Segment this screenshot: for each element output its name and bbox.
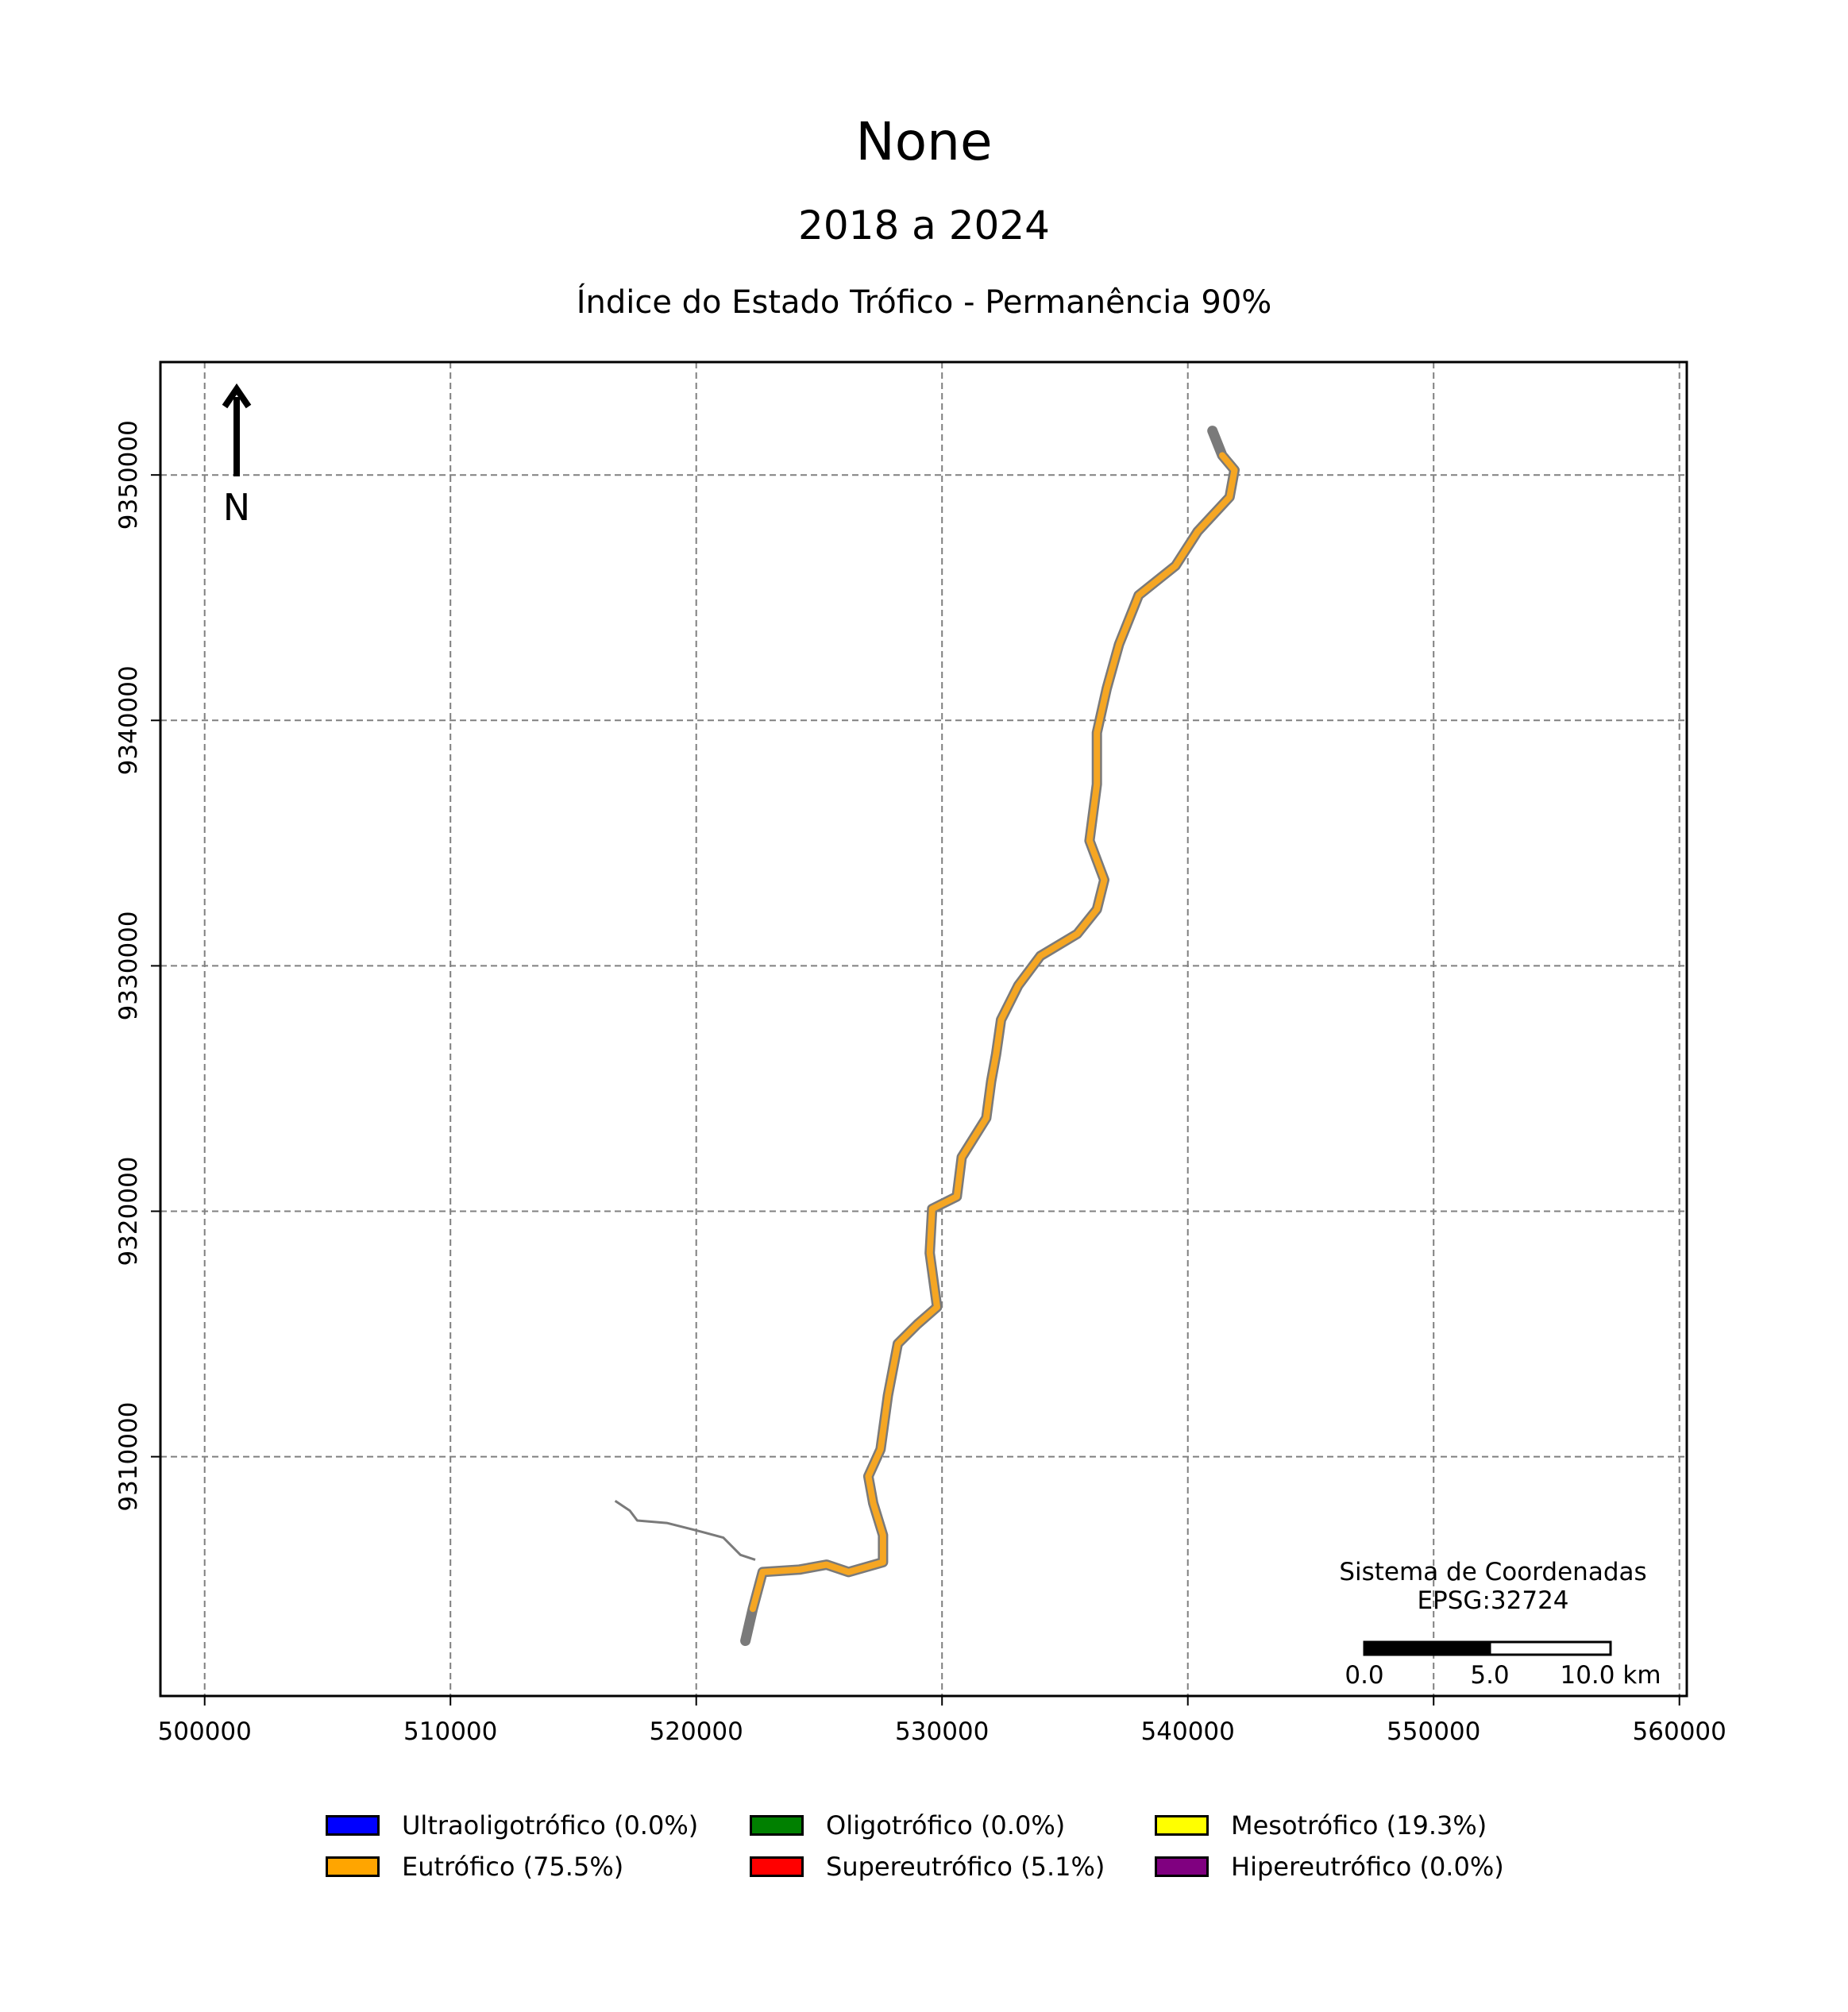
legend-label: Oligotrófico (0.0%) xyxy=(826,1810,1066,1840)
axis-ticks: 500000 510000 520000 530000 540000 550000 5600… xyxy=(114,420,1726,1746)
legend-swatch xyxy=(750,1856,804,1877)
legend-item-eutrofico: Eutrófico (75.5%) xyxy=(326,1852,623,1882)
x-tick-label: 530000 xyxy=(895,1717,989,1746)
legend-swatch xyxy=(1155,1815,1209,1836)
map-frame xyxy=(159,360,1688,1698)
x-tick-label: 540000 xyxy=(1141,1717,1235,1746)
legend-swatch xyxy=(326,1815,380,1836)
north-arrow-icon xyxy=(222,383,252,476)
crs-line-2: EPSG:32724 xyxy=(1417,1586,1569,1615)
x-tick-label: 510000 xyxy=(403,1717,497,1746)
scale-bar: 0.0 5.0 10.0 km xyxy=(1345,1640,1661,1690)
scale-label-10: 10.0 km xyxy=(1560,1661,1661,1690)
river-fill xyxy=(749,452,1238,1613)
map-subtitle: 2018 a 2024 xyxy=(798,202,1050,249)
scale-label-0: 0.0 xyxy=(1345,1661,1383,1690)
x-tick-label: 560000 xyxy=(1633,1717,1726,1746)
legend-label: Ultraoligotrófico (0.0%) xyxy=(402,1810,699,1840)
legend-label: Supereutrófico (5.1%) xyxy=(826,1852,1105,1882)
y-tick-label: 9310000 xyxy=(114,1402,143,1512)
legend-label: Hipereutrófico (0.0%) xyxy=(1231,1852,1504,1882)
x-tick-label: 520000 xyxy=(650,1717,743,1746)
legend-item-mesotrofico: Mesotrófico (19.3%) xyxy=(1155,1810,1487,1840)
y-tick-label: 9330000 xyxy=(114,911,143,1020)
crs-line-1: Sistema de Coordenadas xyxy=(1339,1558,1647,1586)
tributary-line xyxy=(614,1500,756,1561)
north-label: N xyxy=(223,486,250,529)
scale-segment-1 xyxy=(1363,1640,1491,1656)
legend-item-supereutrofico: Supereutrófico (5.1%) xyxy=(750,1852,1105,1882)
index-title: Índice do Estado Trófico - Permanência 9… xyxy=(576,284,1272,321)
x-tick-label: 500000 xyxy=(158,1717,252,1746)
scale-label-5: 5.0 xyxy=(1470,1661,1509,1690)
legend-swatch xyxy=(326,1856,380,1877)
map-title: None xyxy=(855,111,993,172)
grid-lines xyxy=(160,362,1687,1696)
crs-note: Sistema de Coordenadas EPSG:32724 xyxy=(1287,1558,1699,1615)
legend-swatch xyxy=(750,1815,804,1836)
legend-item-ultraoligotrofico: Ultraoligotrófico (0.0%) xyxy=(326,1810,698,1840)
river-outline xyxy=(740,426,1240,1646)
legend-label: Mesotrófico (19.3%) xyxy=(1231,1810,1487,1840)
legend-swatch xyxy=(1155,1856,1209,1877)
y-tick-label: 9340000 xyxy=(114,665,143,775)
x-tick-label: 550000 xyxy=(1387,1717,1480,1746)
legend-item-oligotrofico: Oligotrófico (0.0%) xyxy=(750,1810,1065,1840)
river-layer xyxy=(614,426,1240,1646)
scale-segment-2 xyxy=(1488,1640,1612,1656)
legend-label: Eutrófico (75.5%) xyxy=(402,1852,624,1882)
y-tick-label: 9320000 xyxy=(114,1156,143,1266)
y-tick-label: 9350000 xyxy=(114,420,143,530)
legend-item-hipereutrofico: Hipereutrófico (0.0%) xyxy=(1155,1852,1504,1882)
